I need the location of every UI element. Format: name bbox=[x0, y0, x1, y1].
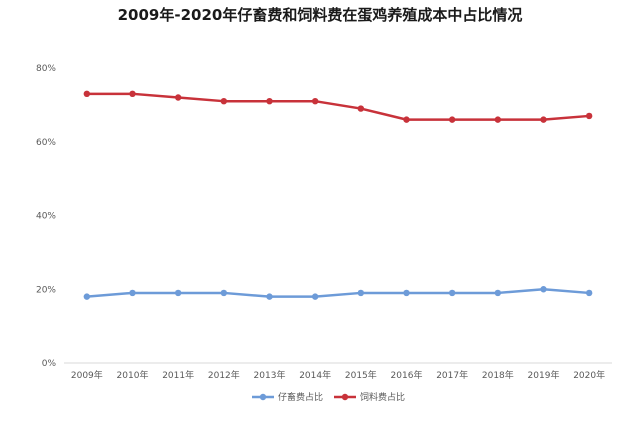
x-tick-label: 2009年 bbox=[71, 369, 103, 381]
data-point bbox=[129, 90, 136, 98]
y-tick-label: 60% bbox=[36, 138, 56, 148]
x-tick-label: 2011年 bbox=[162, 369, 194, 381]
series-line bbox=[86, 288, 590, 298]
data-point bbox=[311, 97, 319, 105]
x-tick-label: 2012年 bbox=[208, 369, 240, 381]
y-tick-label: 80% bbox=[36, 64, 56, 74]
y-tick-label: 0% bbox=[42, 359, 57, 369]
data-point bbox=[494, 289, 502, 297]
series-1 bbox=[83, 286, 593, 300]
data-point bbox=[83, 293, 91, 300]
data-point bbox=[494, 116, 502, 123]
data-point bbox=[220, 97, 228, 105]
x-tick-label: 2020年 bbox=[573, 369, 605, 381]
x-tick-label: 2019年 bbox=[528, 369, 560, 381]
x-tick-label: 2014年 bbox=[299, 369, 331, 381]
data-point bbox=[174, 289, 182, 297]
data-point bbox=[540, 116, 547, 123]
y-tick-label: 20% bbox=[36, 285, 56, 295]
data-point bbox=[403, 116, 410, 123]
x-tick-label: 2013年 bbox=[254, 369, 286, 381]
chart-series bbox=[83, 90, 593, 300]
data-point bbox=[311, 293, 319, 300]
legend-item: 饲料费占比 bbox=[334, 391, 405, 403]
data-point bbox=[129, 289, 136, 297]
y-tick-label: 40% bbox=[36, 212, 56, 222]
data-point bbox=[540, 286, 547, 293]
series-line bbox=[86, 92, 590, 121]
data-point bbox=[266, 97, 273, 105]
x-tick-label: 2017年 bbox=[436, 369, 468, 381]
data-point bbox=[357, 289, 365, 297]
x-tick-label: 2016年 bbox=[391, 369, 423, 381]
legend-swatch-marker bbox=[341, 393, 349, 401]
x-tick-label: 2010年 bbox=[117, 369, 149, 381]
data-point bbox=[220, 289, 228, 297]
x-tick-label: 2015年 bbox=[345, 369, 377, 381]
legend-label: 饲料费占比 bbox=[360, 391, 405, 403]
data-point bbox=[174, 94, 182, 101]
data-point bbox=[403, 289, 410, 297]
legend-item: 仔畜费占比 bbox=[252, 391, 323, 403]
legend-label: 仔畜费占比 bbox=[278, 391, 323, 403]
data-point bbox=[585, 112, 593, 120]
data-point bbox=[448, 116, 456, 123]
data-point bbox=[585, 289, 593, 297]
data-point bbox=[448, 289, 456, 297]
data-point bbox=[266, 293, 273, 300]
chart-legend: 仔畜费占比 饲料费占比 bbox=[252, 391, 405, 403]
legend-swatch-marker bbox=[259, 393, 267, 401]
data-point bbox=[83, 90, 91, 98]
chart-axes: 0% 20% 40% 60% 80% 2009年 2010年 2011年 2012年 2013年 2… bbox=[36, 64, 612, 381]
data-point bbox=[357, 105, 365, 112]
chart-title: 2009年-2020年仔畜费和饲料费在蛋鸡养殖成本中占比情况 bbox=[118, 6, 523, 24]
x-tick-label: 2018年 bbox=[482, 369, 514, 381]
series-2 bbox=[83, 90, 593, 123]
